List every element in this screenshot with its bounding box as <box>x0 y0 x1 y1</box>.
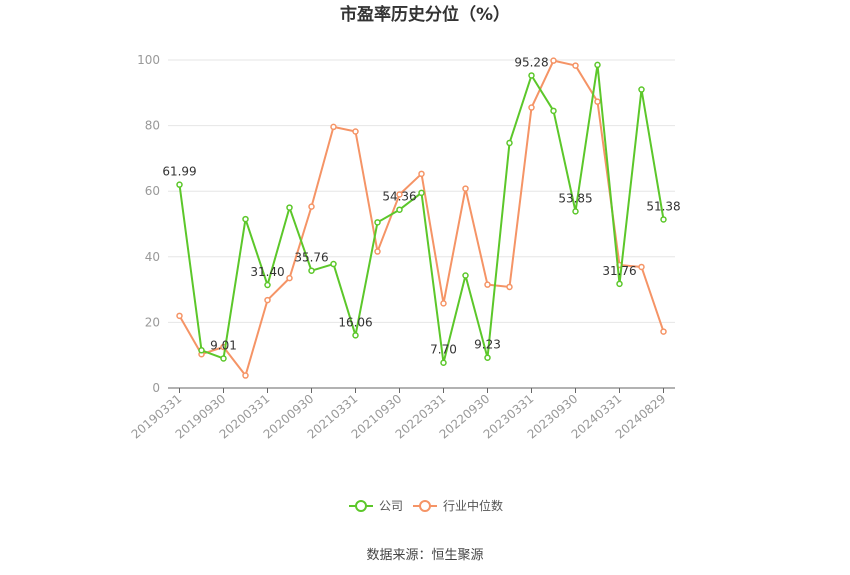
series-group <box>176 57 667 379</box>
company-data-label: 35.76 <box>294 251 328 265</box>
industry-median-data-point[interactable] <box>264 296 271 304</box>
data-labels: 61.99 9.01 31.40 35.76 16.06 54.36 7.70 9.23 95.… <box>162 55 680 356</box>
industry-median-data-point[interactable] <box>286 274 293 282</box>
company-data-label: 9.23 <box>474 338 501 352</box>
company-data-point[interactable] <box>330 260 337 268</box>
company-data-point[interactable] <box>594 61 601 69</box>
company-data-label: 31.76 <box>602 264 636 278</box>
company-data-label: 54.36 <box>382 190 416 204</box>
industry-median-data-point[interactable] <box>440 300 447 307</box>
industry-median-data-point[interactable] <box>638 263 645 271</box>
y-tick-label: 40 <box>145 250 160 264</box>
legend-industry-label: 行业中位数 <box>443 498 503 513</box>
company-series-line <box>178 63 665 364</box>
company-data-point[interactable] <box>242 215 249 223</box>
company-data-point[interactable] <box>418 189 425 197</box>
industry-median-data-point[interactable] <box>594 98 601 105</box>
chart-title: 市盈率历史分位（%） <box>340 4 510 25</box>
y-axis: 0 20 40 60 80 100 <box>137 53 160 395</box>
company-data-label: 16.06 <box>338 315 372 329</box>
industry-median-data-point[interactable] <box>660 328 667 335</box>
data-source: 数据来源：恒生聚源 <box>366 548 483 563</box>
company-data-point[interactable] <box>220 355 227 362</box>
industry-median-data-point[interactable] <box>242 372 249 379</box>
industry-median-data-point[interactable] <box>330 123 337 131</box>
company-data-label: 9.01 <box>210 338 237 352</box>
legend-company-marker <box>355 500 367 512</box>
company-data-label: 31.40 <box>250 265 284 279</box>
x-axis: 2019033120190930202003312020093020210331… <box>129 387 675 442</box>
company-data-point[interactable] <box>506 139 513 147</box>
company-data-label: 51.38 <box>646 199 680 213</box>
legend-industry-marker <box>419 500 431 512</box>
legend-item-industry[interactable]: 行业中位数 <box>413 498 503 513</box>
industry-median-data-point[interactable] <box>308 203 315 210</box>
industry-median-data-point[interactable] <box>176 312 183 320</box>
company-data-point[interactable] <box>176 181 183 188</box>
company-data-point[interactable] <box>264 281 271 289</box>
company-data-label: 7.70 <box>430 343 457 357</box>
y-tick-label: 20 <box>145 315 160 329</box>
company-data-point[interactable] <box>638 86 645 93</box>
industry-median-data-point[interactable] <box>528 104 535 111</box>
company-data-point[interactable] <box>572 208 579 215</box>
company-data-label: 61.99 <box>162 165 196 179</box>
legend-item-company[interactable]: 公司 <box>349 499 403 513</box>
company-data-label: 95.28 <box>514 55 548 69</box>
industry-median-data-point[interactable] <box>506 283 513 291</box>
y-tick-label: 80 <box>145 119 160 133</box>
y-tick-label: 100 <box>137 53 160 67</box>
company-data-point[interactable] <box>374 219 381 226</box>
company-data-point[interactable] <box>462 272 469 279</box>
y-tick-label: 60 <box>145 184 160 198</box>
legend[interactable]: 公司 行业中位数 <box>349 498 503 513</box>
y-tick-label: 0 <box>152 381 160 395</box>
company-data-point[interactable] <box>528 72 535 79</box>
company-data-point[interactable] <box>660 216 667 223</box>
industry-median-data-point[interactable] <box>550 57 557 64</box>
industry-median-data-point[interactable] <box>484 281 491 288</box>
company-data-point[interactable] <box>550 107 557 115</box>
industry-median-data-point[interactable] <box>396 191 403 198</box>
company-data-point[interactable] <box>616 280 623 288</box>
company-data-point[interactable] <box>484 354 491 361</box>
company-data-point[interactable] <box>396 206 403 213</box>
company-data-point[interactable] <box>352 332 359 339</box>
industry-median-data-point[interactable] <box>374 248 381 255</box>
industry-median-data-point[interactable] <box>462 185 469 192</box>
industry-median-data-point[interactable] <box>418 170 425 178</box>
company-data-point[interactable] <box>440 359 447 366</box>
company-data-point[interactable] <box>286 204 293 211</box>
legend-company-label: 公司 <box>379 499 403 513</box>
company-data-label: 53.85 <box>558 191 592 205</box>
industry-median-data-point[interactable] <box>352 128 359 135</box>
company-data-point[interactable] <box>198 347 205 354</box>
industry-median-data-point[interactable] <box>572 62 579 69</box>
company-data-point[interactable] <box>308 267 315 274</box>
